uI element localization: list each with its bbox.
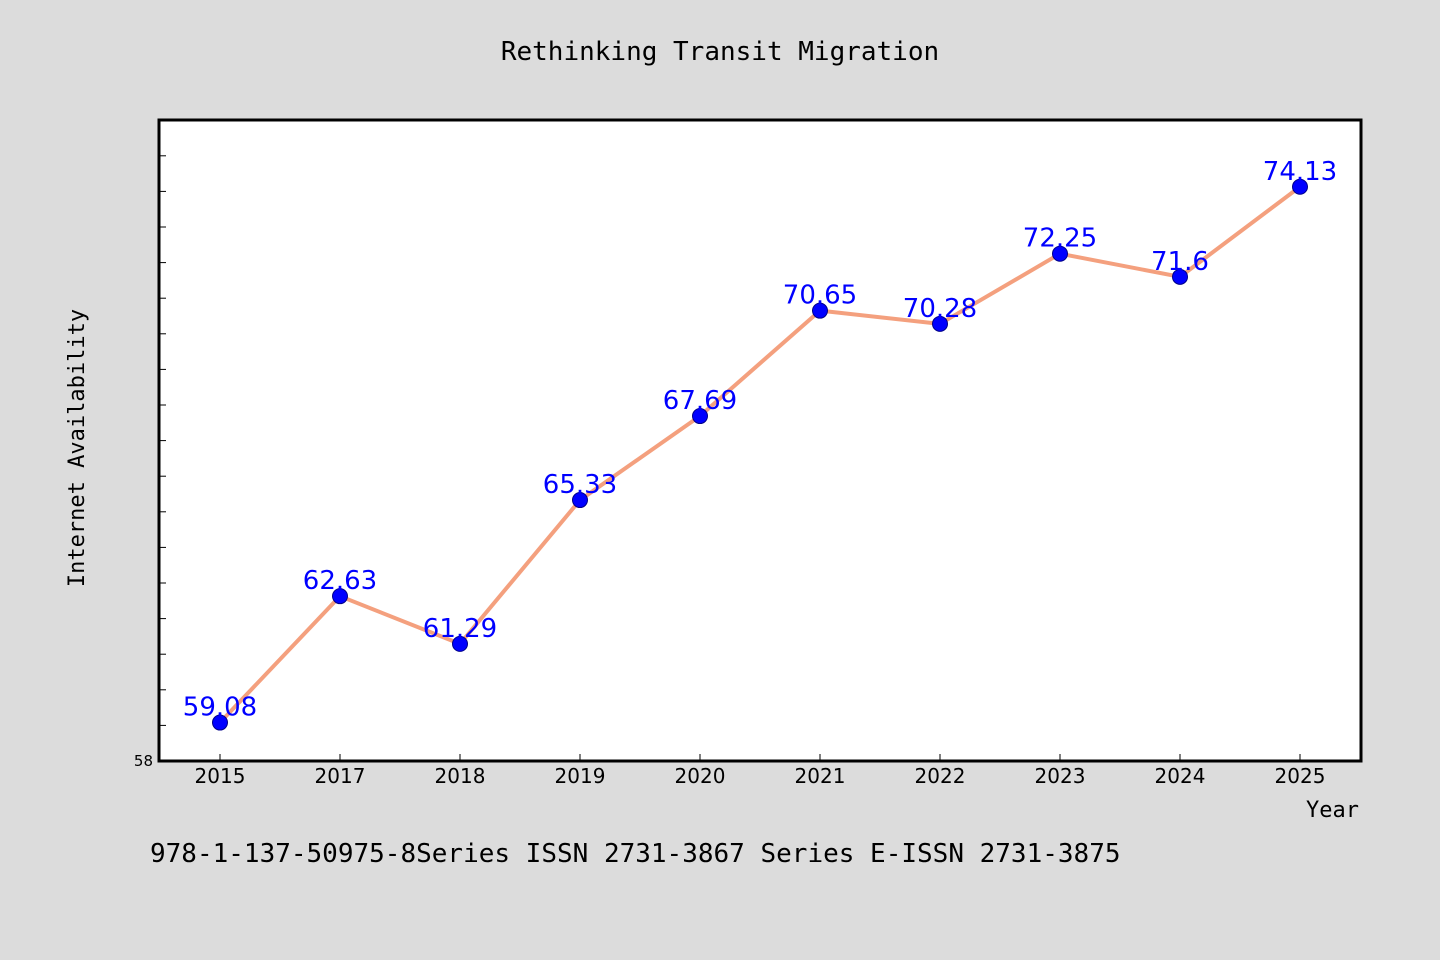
data-label: 70.65 [783,281,857,311]
x-tick-label: 2019 [555,764,606,788]
chart-title: Rethinking Transit Migration [501,37,939,67]
data-label: 62.63 [303,566,377,596]
x-tick-label: 2023 [1035,764,1086,788]
data-label: 61.29 [423,614,497,644]
data-label: 74.13 [1263,157,1337,187]
data-label: 70.28 [903,294,977,324]
x-axis-ticks: 2015 2017 2018 2019 2020 2021 2022 2023 2024 2025 [195,754,1326,788]
data-label: 67.69 [663,386,737,416]
data-point [1052,245,1068,262]
plot-area [157,118,1363,763]
x-tick-label: 2018 [435,764,486,788]
x-tick-label: 2022 [915,764,966,788]
data-label: 72.25 [1023,224,1097,254]
x-tick-label: 2017 [315,764,366,788]
y-tick-label: 58 [134,752,153,770]
x-tick-label: 2020 [675,764,726,788]
data-point [692,408,708,425]
data-point [452,635,468,652]
x-tick-label: 2021 [795,764,846,788]
x-tick-label: 2015 [195,764,246,788]
data-point [1172,268,1188,285]
x-tick-label: 2024 [1155,764,1206,788]
data-point [812,302,828,319]
y-axis-label: Internet Availability [65,309,90,587]
x-tick-label: 2025 [1275,764,1326,788]
footer-text: 978-1-137-50975-8Series ISSN 2731-3867 S… [150,839,1121,869]
data-point [932,315,948,332]
data-label: 71.6 [1151,247,1209,277]
x-axis-label: Year [1306,798,1359,823]
series-line [218,184,1302,725]
data-point [1292,178,1308,195]
data-point [572,492,588,509]
series-layer [218,184,1302,725]
data-label: 65.33 [543,470,617,500]
marker-layer [212,178,1308,731]
y-axis-ticks: 58 [134,155,166,770]
data-label-layer: 59.08 62.63 61.29 65.33 67.69 70.65 70.28 72.25… [183,157,1337,723]
data-point [332,588,348,605]
data-point [212,714,228,731]
data-label: 59.08 [183,693,257,723]
